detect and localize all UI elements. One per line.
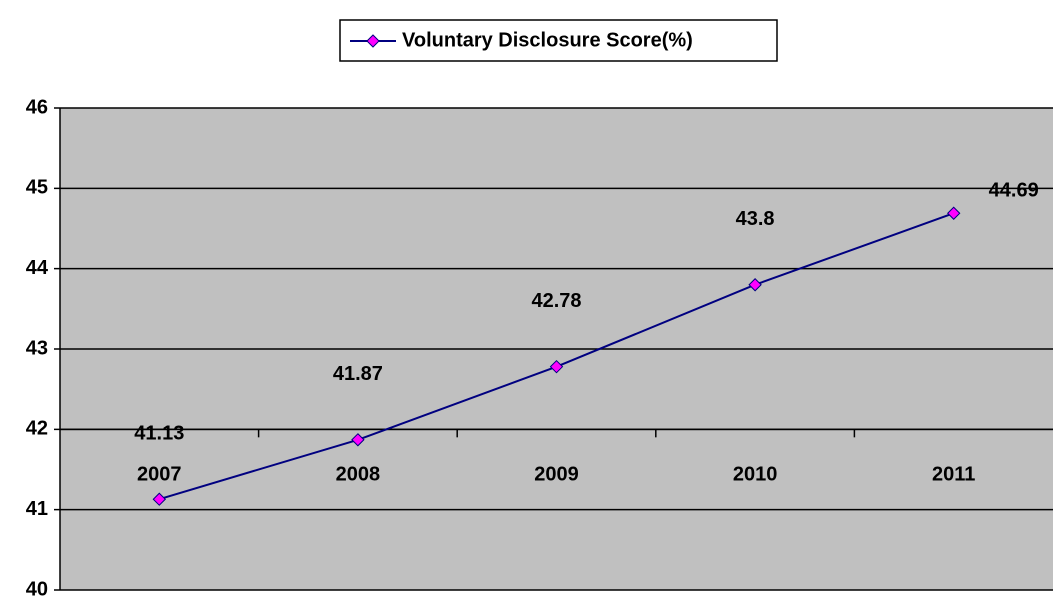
data-label: 41.87 — [333, 363, 383, 385]
y-tick-label: 44 — [26, 257, 49, 279]
y-tick-label: 41 — [26, 498, 48, 520]
data-label: 41.13 — [134, 423, 184, 445]
data-label: 42.78 — [531, 290, 581, 312]
y-tick-label: 46 — [26, 96, 48, 118]
x-tick-label: 2011 — [932, 464, 975, 486]
y-tick-label: 43 — [26, 337, 48, 359]
legend-marker — [366, 34, 380, 48]
marker — [549, 359, 564, 374]
marker — [946, 206, 961, 220]
marker — [351, 433, 365, 447]
y-tick-label: 40 — [26, 578, 48, 600]
y-tick-label: 45 — [26, 177, 48, 199]
x-tick-label: 2009 — [534, 464, 579, 486]
legend-box — [339, 19, 778, 62]
x-tick-label: 2008 — [336, 464, 381, 486]
legend: Voluntary Disclosure Score(%) — [339, 19, 778, 62]
legend-label: Voluntary Disclosure Score(%) — [402, 29, 693, 51]
marker — [748, 278, 762, 292]
data-label: 43.8 — [736, 208, 775, 230]
data-label: 44.69 — [989, 180, 1039, 202]
x-tick-label: 2010 — [733, 464, 778, 486]
y-tick-label: 42 — [26, 418, 48, 440]
x-tick-label: 2007 — [137, 464, 182, 486]
marker — [152, 492, 167, 506]
